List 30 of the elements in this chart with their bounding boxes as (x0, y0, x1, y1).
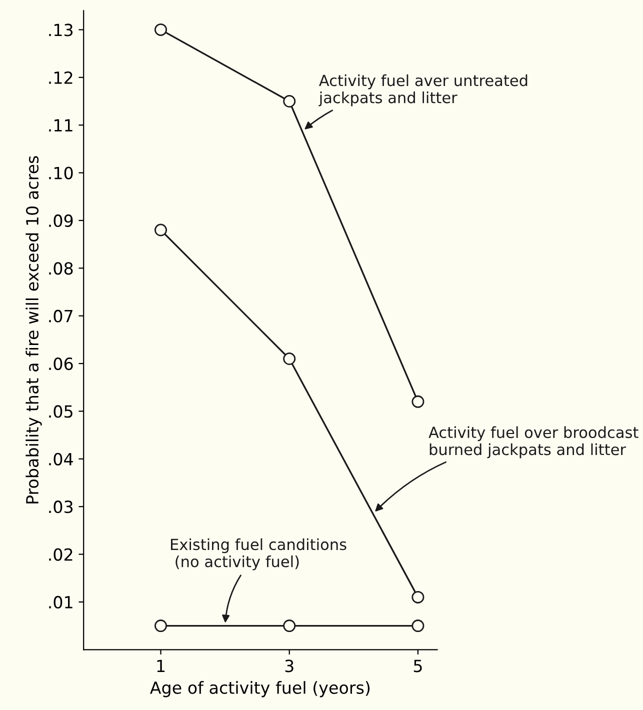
y-tick-label: .05 (49, 405, 72, 418)
point (283, 352, 296, 366)
y-tick-label: .13 (49, 24, 73, 36)
y-tick-label: .12 (49, 71, 72, 84)
y-tick-label: .06 (49, 357, 73, 370)
x-axis-title: Age of activity fuel (yeors) (150, 681, 370, 698)
x-tick-label: 5 (414, 660, 422, 672)
point (412, 395, 424, 408)
point (283, 620, 296, 632)
text: Existing fuel canditions (no activity fuel) (170, 538, 346, 570)
y-tick-label: .09 (49, 214, 73, 228)
y-tick-label: .11 (49, 119, 72, 132)
y-tick-label: .04 (49, 452, 73, 466)
point (283, 95, 296, 108)
y-tick-label: .03 (49, 500, 73, 514)
y-tick-label: .02 (49, 548, 72, 561)
x-tick-label: 3 (285, 660, 294, 672)
y-tick-label: .10 (49, 166, 73, 180)
y-tick-label: .07 (49, 310, 72, 322)
series-label: Activity fuel aver untreated jackpats and litter (318, 74, 528, 106)
text: Activity fuel over broodcast burned jackpats and litter (428, 426, 638, 458)
point (412, 620, 424, 632)
point (154, 224, 167, 236)
y-tick-label: .01 (49, 596, 72, 609)
x-tick-label: 1 (157, 660, 165, 672)
point (412, 590, 424, 604)
point (154, 23, 167, 36)
point (154, 620, 167, 632)
y-axis-title: Probability that a fire will exceed 10 acres (26, 156, 42, 504)
y-tick-label: .08 (49, 262, 73, 275)
